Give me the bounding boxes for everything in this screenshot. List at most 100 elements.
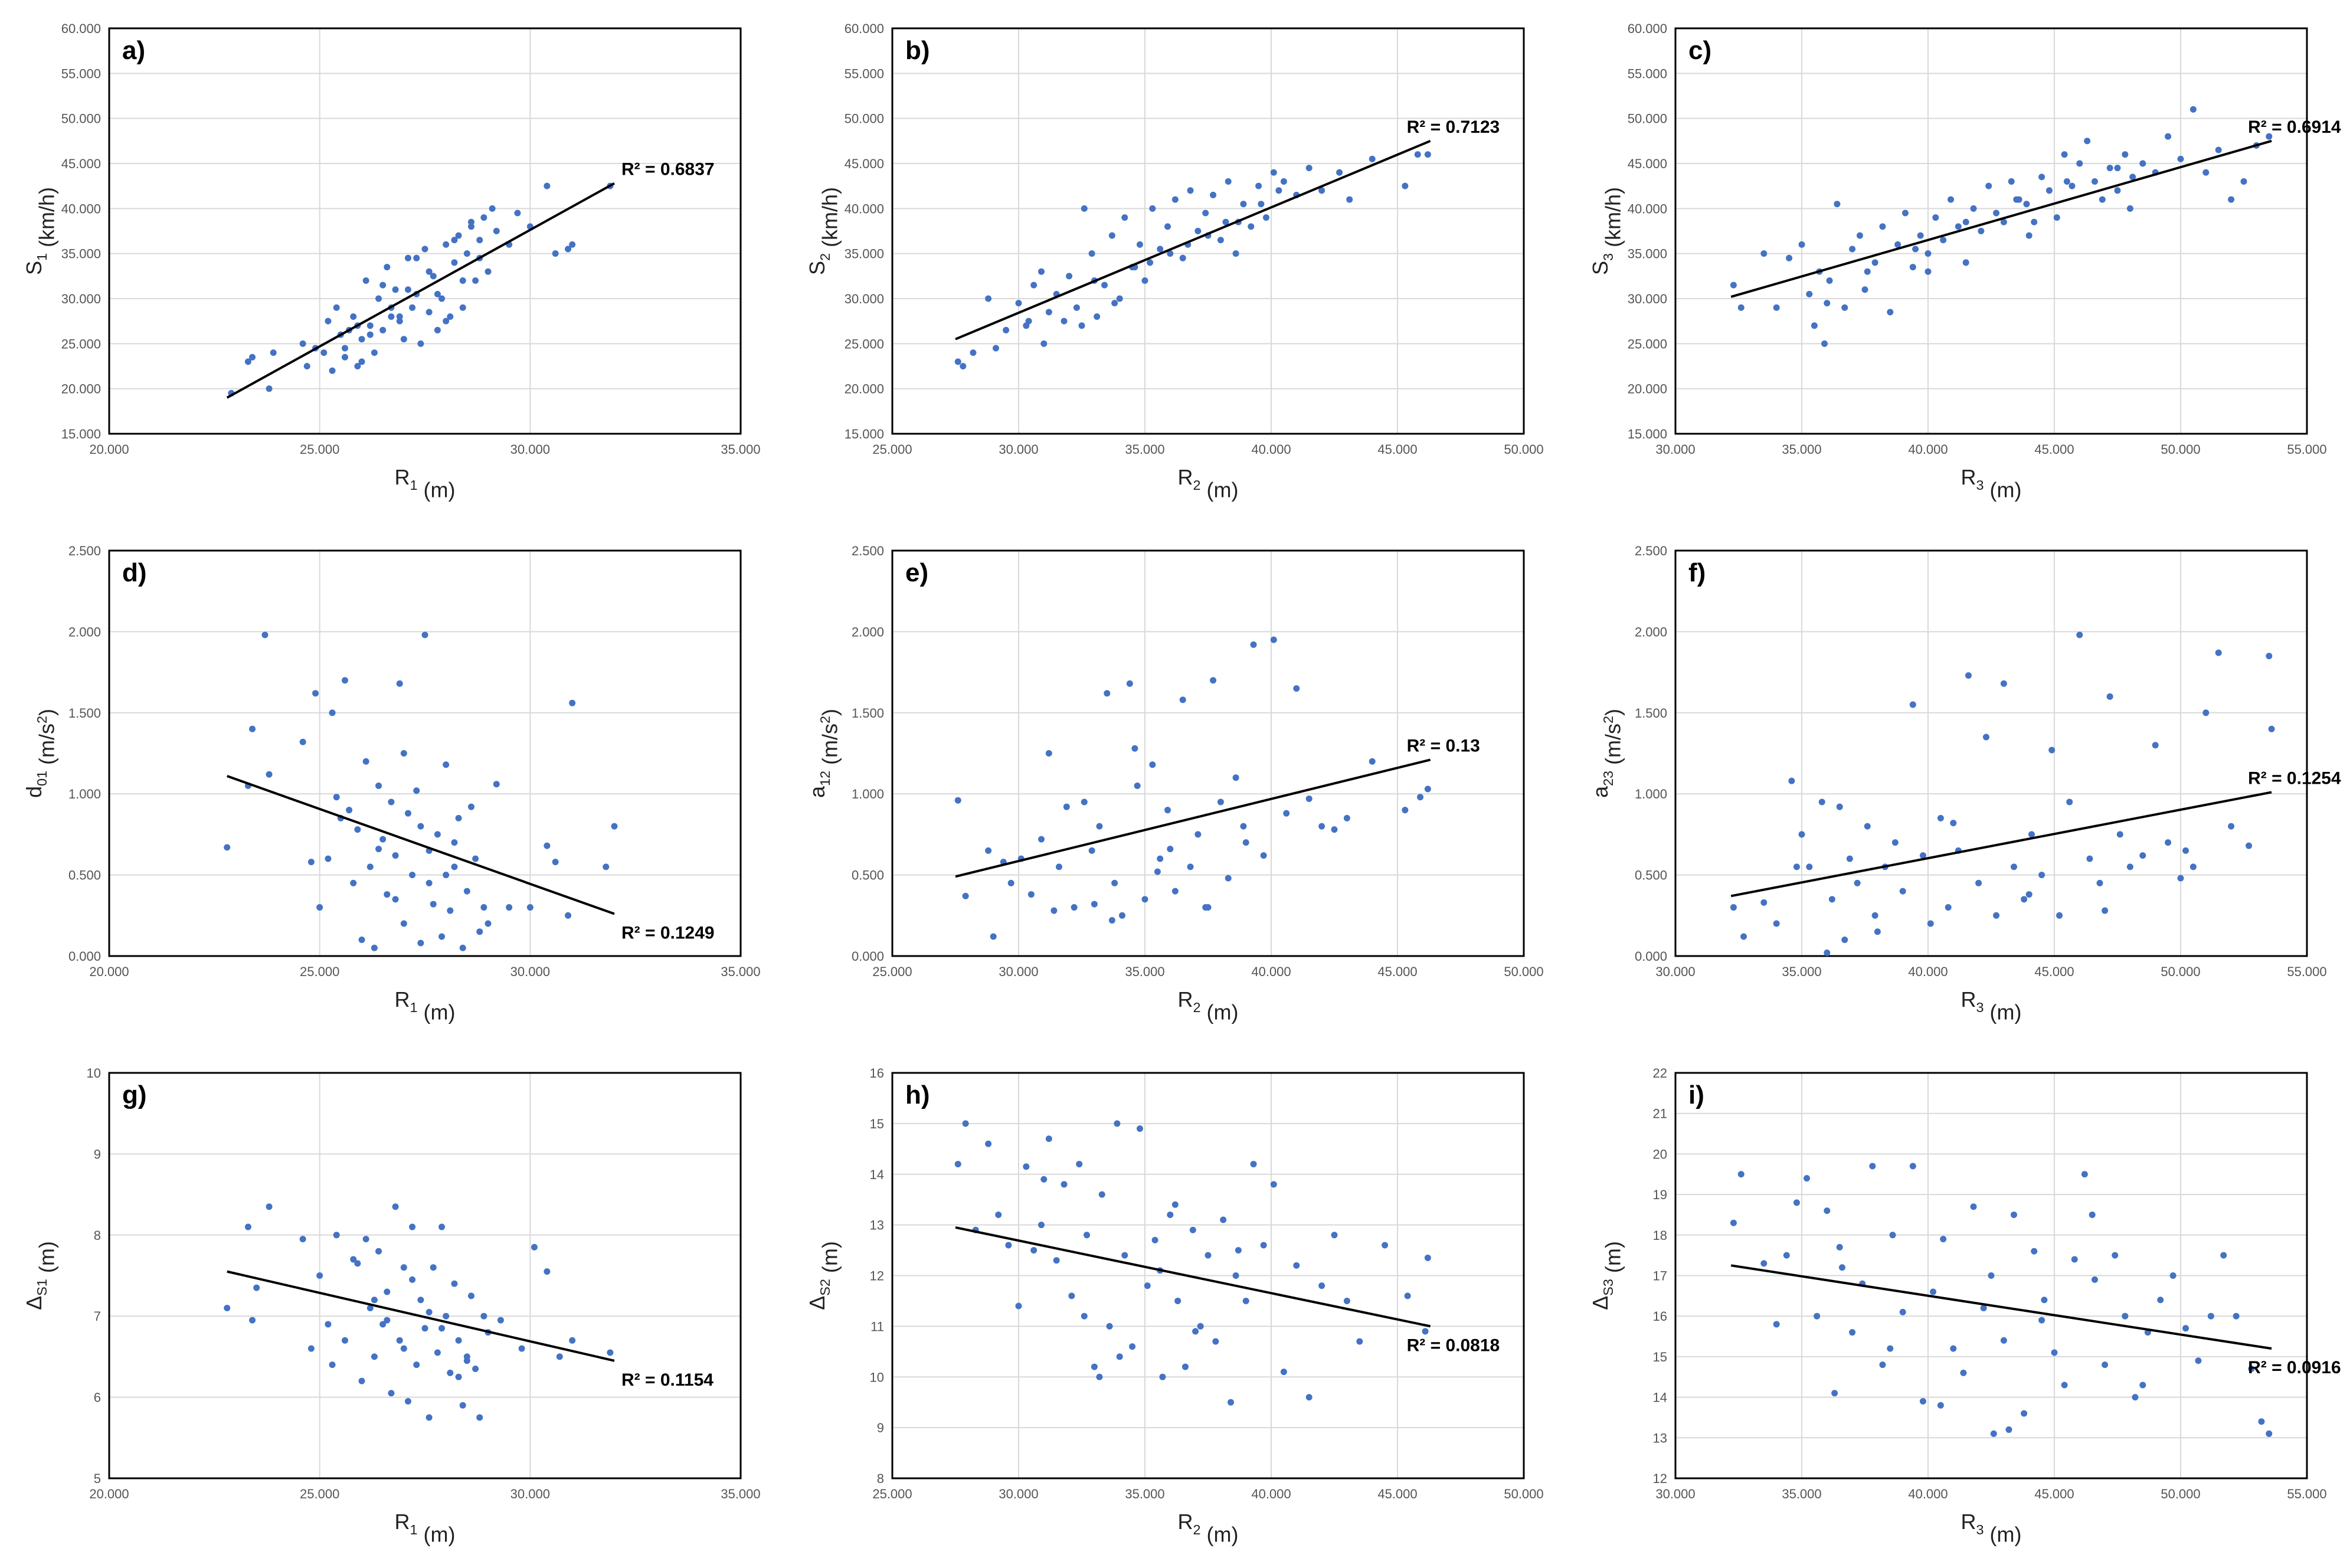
data-point bbox=[1038, 1222, 1045, 1229]
data-point bbox=[1108, 232, 1115, 239]
data-point bbox=[1141, 277, 1148, 284]
data-point bbox=[362, 1236, 369, 1243]
data-point bbox=[1962, 259, 1969, 266]
data-point bbox=[396, 313, 403, 320]
data-point bbox=[249, 353, 256, 361]
data-point bbox=[1131, 745, 1138, 752]
plot-frame bbox=[108, 549, 742, 957]
data-point bbox=[531, 1243, 538, 1251]
y-tick-label: 50.000 bbox=[1628, 112, 1667, 126]
data-point bbox=[2246, 842, 2253, 849]
data-point bbox=[1111, 879, 1118, 886]
data-point bbox=[2182, 1325, 2189, 1332]
data-point bbox=[1255, 182, 1262, 189]
data-point bbox=[2076, 160, 2083, 167]
r-squared-label: R² = 0.1249 bbox=[621, 924, 715, 943]
data-point bbox=[1106, 1323, 1113, 1330]
x-tick-label: 35.000 bbox=[1782, 1487, 1821, 1501]
data-point bbox=[447, 313, 454, 320]
data-point bbox=[2258, 1418, 2265, 1425]
data-point bbox=[1189, 1226, 1196, 1233]
data-point bbox=[1346, 196, 1353, 203]
data-point bbox=[325, 1321, 332, 1328]
data-point bbox=[1831, 1390, 1838, 1397]
data-point bbox=[421, 245, 428, 253]
data-point bbox=[1068, 1292, 1075, 1299]
data-point bbox=[569, 1337, 576, 1344]
y-axis-title: S2 (km/h) bbox=[805, 187, 842, 275]
data-point bbox=[447, 907, 454, 914]
data-point bbox=[1096, 823, 1103, 830]
x-tick-label: 30.000 bbox=[999, 442, 1038, 457]
data-point bbox=[1260, 852, 1267, 859]
data-point bbox=[1382, 1242, 1389, 1249]
data-point bbox=[2106, 165, 2113, 172]
data-point bbox=[1919, 1397, 1926, 1405]
data-point bbox=[375, 1248, 382, 1255]
x-tick-label: 50.000 bbox=[2161, 442, 2200, 457]
data-point bbox=[526, 904, 534, 911]
data-point bbox=[2061, 1382, 2068, 1389]
data-point bbox=[396, 1337, 403, 1344]
data-point bbox=[1804, 1175, 1811, 1182]
data-point bbox=[1932, 214, 1939, 221]
y-tick-label: 19 bbox=[1653, 1187, 1667, 1202]
data-point bbox=[1821, 340, 1828, 347]
chart-svg: 12 13 14 15 16 17 18 19 20 21 22 30.000 35.000 40.000… bbox=[1588, 1066, 2341, 1547]
data-point bbox=[358, 336, 365, 343]
chart-panel-e: 0.000 0.500 1.000 1.500 2.000 2.500 25.000 30.0… bbox=[783, 522, 1566, 1045]
data-point bbox=[569, 699, 576, 706]
data-point bbox=[1242, 1297, 1249, 1304]
data-point bbox=[1055, 863, 1062, 870]
data-point bbox=[409, 1276, 416, 1283]
data-point bbox=[1924, 250, 1932, 257]
x-tick-label: 25.000 bbox=[872, 1487, 912, 1501]
data-point bbox=[2195, 1357, 2202, 1364]
data-point bbox=[476, 1414, 483, 1421]
data-point bbox=[434, 831, 441, 838]
data-point bbox=[1818, 798, 1825, 806]
data-point bbox=[1788, 777, 1795, 784]
data-point bbox=[1917, 232, 1924, 239]
data-point bbox=[2045, 187, 2053, 194]
data-point bbox=[358, 1377, 365, 1384]
x-tick-label: 30.000 bbox=[999, 1487, 1038, 1501]
data-point bbox=[463, 1357, 470, 1364]
data-point bbox=[2228, 196, 2235, 203]
data-point bbox=[2165, 133, 2172, 140]
data-point bbox=[2114, 187, 2121, 194]
data-point bbox=[2169, 1272, 2176, 1279]
data-point bbox=[1114, 1120, 1121, 1127]
x-tick-label: 30.000 bbox=[510, 442, 550, 457]
data-point bbox=[1030, 1247, 1037, 1254]
data-point bbox=[1171, 196, 1179, 203]
data-point bbox=[544, 842, 551, 849]
data-point bbox=[358, 937, 365, 944]
data-point bbox=[1783, 1252, 1790, 1259]
y-tick-label: 0.000 bbox=[1635, 949, 1667, 964]
data-point bbox=[1874, 928, 1881, 935]
data-point bbox=[493, 228, 500, 234]
y-tick-label: 2.500 bbox=[852, 544, 884, 558]
x-tick-label: 40.000 bbox=[1908, 964, 1948, 979]
x-tick-label: 50.000 bbox=[2161, 1487, 2200, 1501]
data-point bbox=[1262, 214, 1269, 221]
data-point bbox=[1305, 165, 1313, 172]
y-tick-label: 25.000 bbox=[845, 336, 884, 351]
data-point bbox=[371, 1297, 378, 1304]
data-point bbox=[1061, 317, 1068, 325]
x-axis-title: R2 (m) bbox=[1178, 987, 1239, 1024]
y-tick-label: 1.500 bbox=[852, 706, 884, 721]
x-tick-label: 30.000 bbox=[1655, 964, 1695, 979]
y-tick-label: 15.000 bbox=[1628, 427, 1667, 441]
data-point bbox=[1040, 1176, 1048, 1183]
data-point bbox=[1740, 933, 1747, 940]
x-tick-label: 20.000 bbox=[89, 1487, 129, 1501]
data-point bbox=[1147, 259, 1154, 266]
data-point bbox=[417, 1297, 424, 1304]
data-point bbox=[2116, 831, 2123, 838]
x-tick-label: 35.000 bbox=[1125, 964, 1164, 979]
y-tick-label: 9 bbox=[94, 1147, 101, 1161]
data-point bbox=[1856, 232, 1863, 239]
data-point bbox=[1864, 823, 1871, 830]
